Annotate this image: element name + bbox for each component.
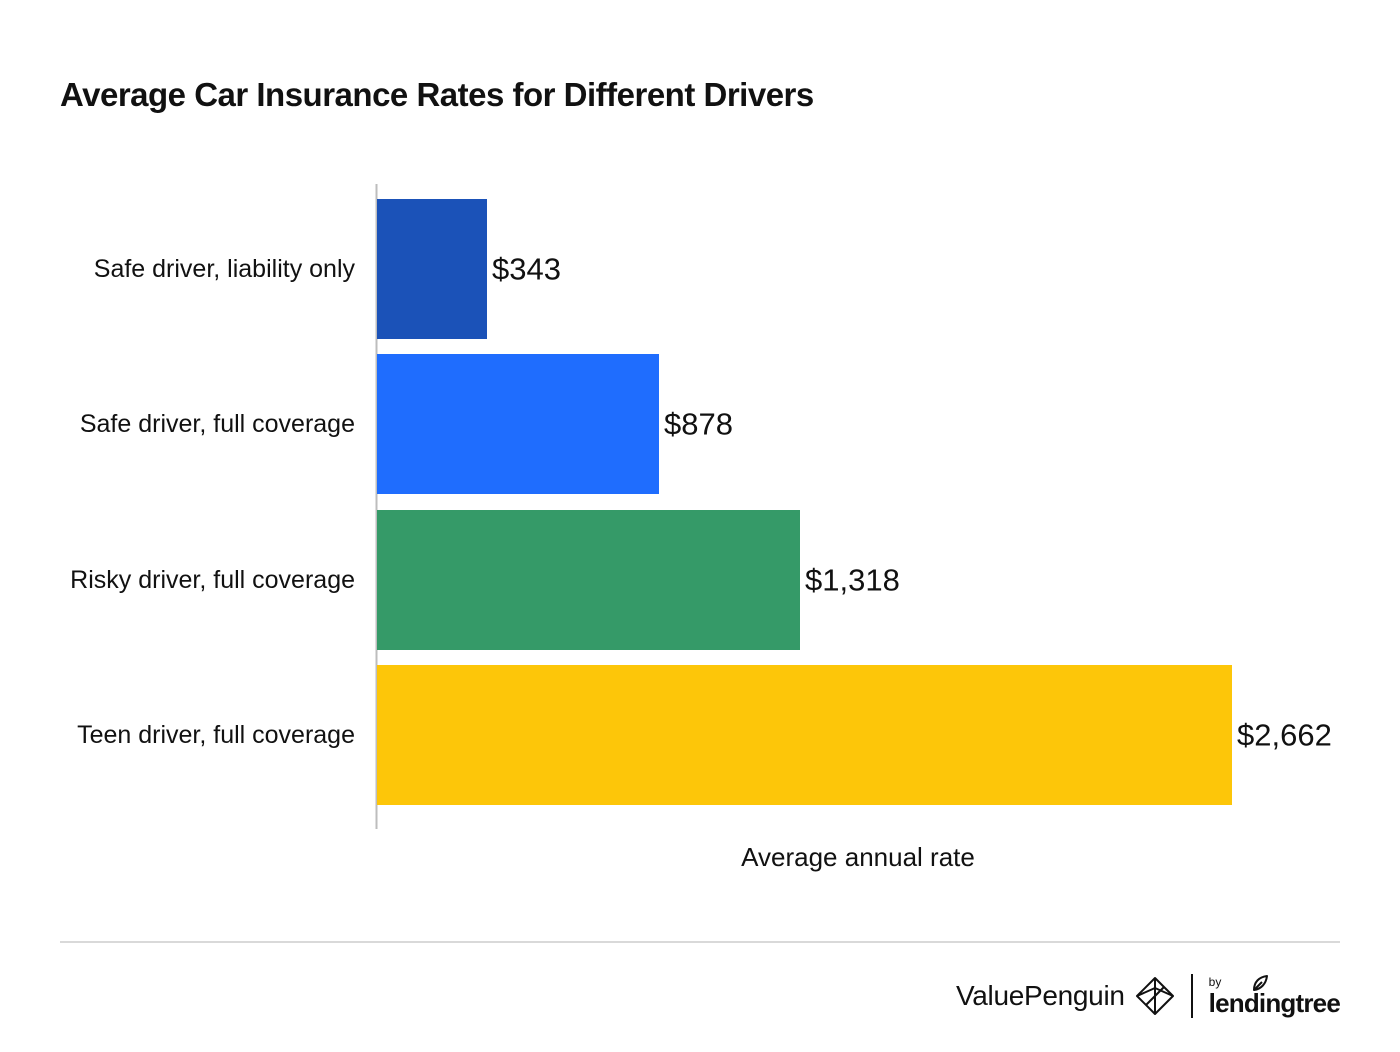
bar-1 xyxy=(377,199,487,339)
x-axis-label: Average annual rate xyxy=(741,842,975,872)
category-label: Safe driver, full coverage xyxy=(80,410,355,438)
brand-name: ValuePenguin xyxy=(955,980,1125,1011)
category-label: Risky driver, full coverage xyxy=(70,566,355,594)
brand-separator xyxy=(1190,974,1193,1018)
chart-title: Average Car Insurance Rates for Differen… xyxy=(60,76,814,113)
category-label: Teen driver, full coverage xyxy=(77,721,355,749)
bar-chart: Safe driver, liability only $343 Safe driv… xyxy=(70,184,1332,872)
partner-name: lendingtree xyxy=(1208,988,1341,1018)
value-label: $878 xyxy=(664,407,733,442)
value-label: $343 xyxy=(492,252,561,287)
bar-2 xyxy=(377,354,659,494)
partner-logo: by lendingtree xyxy=(1208,975,1341,1018)
partner-prefix: by xyxy=(1208,975,1222,989)
leaf-icon xyxy=(1252,975,1268,991)
footer-branding: ValuePenguin by lendingtree xyxy=(955,968,1341,1024)
bars-group: Safe driver, liability only $343 Safe driv… xyxy=(70,199,1332,805)
value-label: $1,318 xyxy=(805,563,900,598)
category-label: Safe driver, liability only xyxy=(94,255,356,283)
bar-4 xyxy=(377,665,1232,805)
bar-3 xyxy=(377,510,800,650)
value-label: $2,662 xyxy=(1237,718,1332,753)
footer-divider xyxy=(60,941,1340,943)
valuepenguin-logo-icon xyxy=(1135,977,1174,1015)
